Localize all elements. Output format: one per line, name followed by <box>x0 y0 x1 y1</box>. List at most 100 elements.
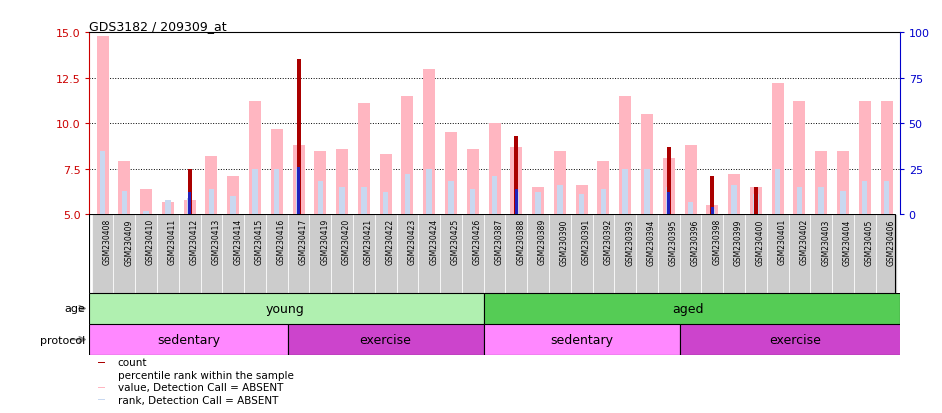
Bar <box>832 215 853 293</box>
Bar <box>397 215 418 293</box>
Bar <box>731 186 737 215</box>
Bar <box>209 189 214 215</box>
Text: GDS3182 / 209309_at: GDS3182 / 209309_at <box>89 20 227 33</box>
Bar <box>332 215 353 293</box>
Bar <box>881 102 892 215</box>
Bar <box>91 215 113 293</box>
Text: GSM230395: GSM230395 <box>669 219 678 265</box>
Text: GSM230412: GSM230412 <box>189 219 199 265</box>
Bar <box>418 215 440 293</box>
Bar <box>750 188 762 215</box>
Bar <box>231 197 236 215</box>
Text: GSM230402: GSM230402 <box>800 219 808 265</box>
Bar <box>201 215 222 293</box>
Bar <box>663 159 674 215</box>
Bar <box>667 147 671 215</box>
Bar <box>515 189 518 215</box>
Bar <box>361 188 366 215</box>
Text: GSM230392: GSM230392 <box>604 219 612 265</box>
Text: GSM230405: GSM230405 <box>865 219 874 265</box>
Bar <box>309 215 332 293</box>
Bar <box>728 175 740 215</box>
Bar <box>862 182 868 215</box>
Bar <box>528 215 549 293</box>
Text: protocol: protocol <box>40 335 85 345</box>
Text: GSM230388: GSM230388 <box>516 219 526 265</box>
Text: count: count <box>118 358 147 368</box>
Text: GSM230398: GSM230398 <box>712 219 722 265</box>
Bar <box>623 169 628 215</box>
Bar <box>315 151 326 215</box>
Bar <box>119 162 130 215</box>
Text: GSM230420: GSM230420 <box>342 219 351 265</box>
Bar <box>535 193 541 215</box>
Bar <box>680 215 702 293</box>
Bar <box>513 193 519 215</box>
Bar <box>274 169 280 215</box>
Text: percentile rank within the sample: percentile rank within the sample <box>118 370 294 380</box>
Bar <box>506 215 528 293</box>
Bar <box>754 195 758 215</box>
Bar <box>89 324 287 355</box>
Bar <box>619 97 631 215</box>
Bar <box>136 215 157 293</box>
Text: GSM230408: GSM230408 <box>103 219 111 265</box>
Bar <box>244 215 266 293</box>
Bar <box>165 200 171 215</box>
Text: GSM230401: GSM230401 <box>778 219 787 265</box>
Text: GSM230393: GSM230393 <box>625 219 634 265</box>
Bar <box>353 215 375 293</box>
Bar <box>89 293 483 324</box>
Bar <box>641 115 653 215</box>
Bar <box>706 206 719 215</box>
Bar <box>601 189 606 215</box>
Bar <box>375 215 397 293</box>
Bar <box>339 188 345 215</box>
Text: GSM230409: GSM230409 <box>124 219 134 265</box>
Text: aged: aged <box>673 302 704 315</box>
Bar <box>557 186 562 215</box>
Text: exercise: exercise <box>769 333 821 346</box>
Bar <box>710 177 714 215</box>
Bar <box>179 215 201 293</box>
Bar <box>571 215 593 293</box>
Bar <box>143 211 149 215</box>
Bar <box>819 188 824 215</box>
Text: GSM230421: GSM230421 <box>364 219 373 265</box>
Bar <box>483 293 900 324</box>
Bar <box>711 207 714 215</box>
Text: GSM230425: GSM230425 <box>451 219 460 265</box>
Bar <box>293 146 304 215</box>
Bar <box>876 215 898 293</box>
Bar <box>511 147 522 215</box>
Bar <box>859 102 870 215</box>
Bar <box>470 189 476 215</box>
Text: GSM230391: GSM230391 <box>581 219 591 265</box>
Bar <box>97 37 108 215</box>
Bar <box>205 157 218 215</box>
Bar <box>775 169 780 215</box>
Bar <box>815 151 827 215</box>
Bar <box>296 169 301 215</box>
Bar <box>270 129 283 215</box>
Bar <box>644 169 650 215</box>
Text: rank, Detection Call = ABSENT: rank, Detection Call = ABSENT <box>118 395 278 405</box>
Bar <box>405 175 410 215</box>
Text: GSM230413: GSM230413 <box>211 219 220 265</box>
Bar <box>688 202 693 215</box>
Bar <box>467 150 479 215</box>
Text: GSM230399: GSM230399 <box>734 219 743 265</box>
Text: GSM230394: GSM230394 <box>647 219 656 265</box>
Bar <box>514 137 518 215</box>
Bar <box>797 188 803 215</box>
Bar <box>187 198 192 215</box>
Text: GSM230406: GSM230406 <box>886 219 896 265</box>
Bar <box>593 215 614 293</box>
Bar <box>113 215 136 293</box>
Bar <box>767 215 788 293</box>
Text: GSM230424: GSM230424 <box>430 219 438 265</box>
Bar <box>383 193 388 215</box>
Bar <box>554 151 566 215</box>
Bar <box>187 169 191 215</box>
Bar <box>287 215 309 293</box>
